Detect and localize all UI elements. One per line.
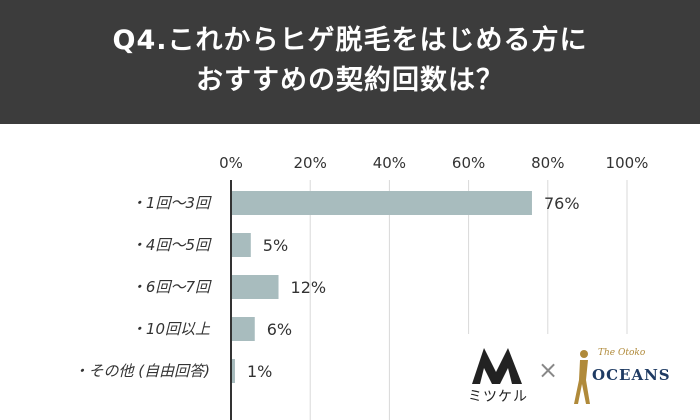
x-tick-label: 0% bbox=[219, 154, 243, 172]
mitsukeru-logo-icon bbox=[472, 348, 522, 384]
title-line-1: Q4.これからヒゲ脱毛をはじめる方に bbox=[112, 25, 588, 56]
category-label: ・6回〜7回 bbox=[131, 278, 212, 296]
x-tick-label: 20% bbox=[294, 154, 327, 172]
value-label: 5% bbox=[263, 236, 288, 255]
category-label: ・その他 (自由回答) bbox=[74, 362, 210, 380]
x-tick-label: 100% bbox=[606, 154, 649, 172]
bar-chart: 0% 20% 40% 60% 80% 100% ・1回〜3回 76% ・4回〜5回 5% ・6回〜7… bbox=[74, 154, 649, 420]
logo-area: ミツケル × The Otoko OCEANS bbox=[458, 334, 700, 420]
value-label: 6% bbox=[267, 320, 292, 339]
bar bbox=[231, 191, 532, 215]
category-label: ・1回〜3回 bbox=[131, 194, 212, 212]
category-label: ・4回〜5回 bbox=[131, 236, 212, 254]
value-label: 12% bbox=[291, 278, 327, 297]
mitsukeru-logo-text: ミツケル bbox=[468, 389, 528, 405]
bar bbox=[231, 317, 255, 341]
times-icon: × bbox=[538, 356, 559, 384]
oceans-figure-icon bbox=[574, 350, 590, 404]
bar bbox=[231, 359, 235, 383]
bar bbox=[231, 233, 251, 257]
x-tick-label: 80% bbox=[531, 154, 564, 172]
x-tick-label: 60% bbox=[452, 154, 485, 172]
value-label: 76% bbox=[544, 194, 580, 213]
bar bbox=[231, 275, 279, 299]
oceans-logo-subtext: The Otoko bbox=[598, 348, 646, 358]
category-label: ・10回以上 bbox=[131, 320, 211, 338]
title-line-2: おすすめの契約回数は？ bbox=[196, 65, 504, 96]
x-tick-label: 40% bbox=[373, 154, 406, 172]
value-label: 1% bbox=[247, 362, 272, 381]
oceans-logo-text: OCEANS bbox=[592, 366, 671, 384]
header-banner: Q4.これからヒゲ脱毛をはじめる方に おすすめの契約回数は？ bbox=[0, 0, 700, 124]
